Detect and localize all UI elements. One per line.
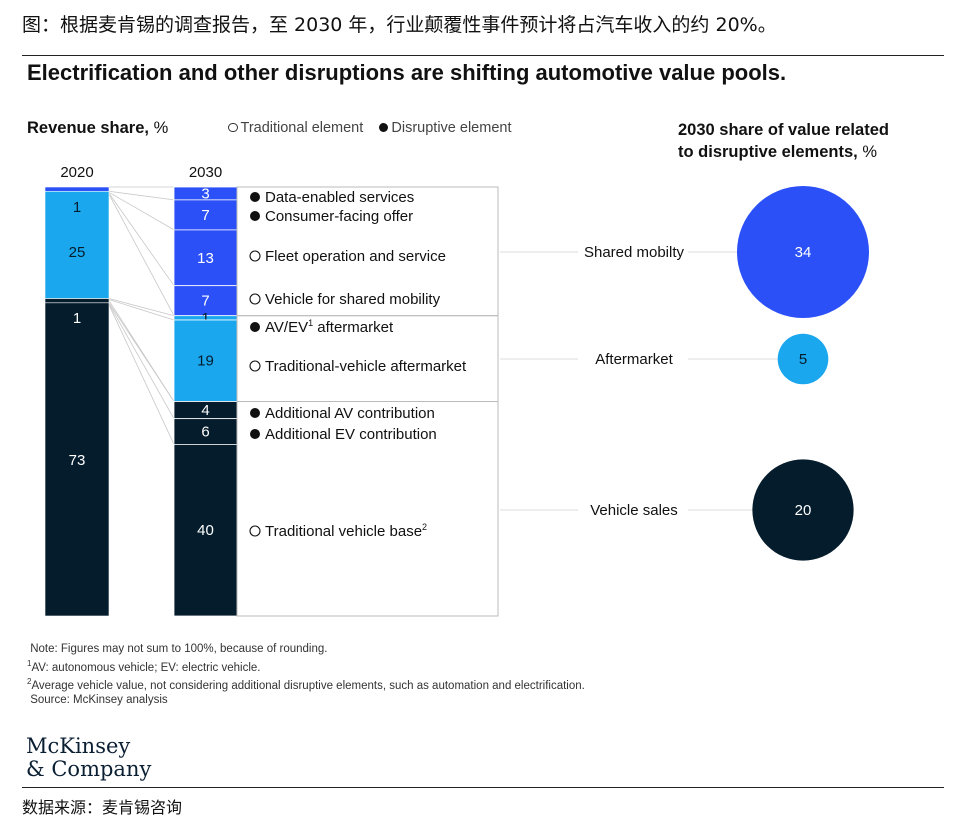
filled-circle-icon <box>250 211 260 221</box>
bar-2030-label: 1 <box>201 310 209 327</box>
chart-legend: Traditional element Disruptive element <box>228 120 511 136</box>
top-divider <box>22 55 944 56</box>
brand-line1: McKinsey <box>26 734 131 758</box>
note-1: AV: autonomous vehicle; EV: electric veh… <box>31 661 261 674</box>
bar-2020-segment <box>44 186 110 192</box>
bar-2020-label: 25 <box>69 244 86 261</box>
figure-caption: 图：根据麦肯锡的调查报告，至 2030 年，行业颠覆性事件预计将占汽车收入的约 … <box>22 14 777 36</box>
bar-2030-segment <box>173 443 238 617</box>
legend-disruptive: Disruptive element <box>391 120 512 136</box>
note-rounding: Note: Figures may not sum to 100%, becau… <box>30 643 328 655</box>
data-source: 数据来源：麦肯锡咨询 <box>22 798 183 817</box>
segment-name-label: Additional EV contribution <box>265 426 437 443</box>
bar-2030-label: 13 <box>197 250 214 267</box>
bubble-aftermarket <box>777 333 829 385</box>
filled-circle-icon <box>250 192 260 202</box>
note-2-mark: 2 <box>27 676 32 686</box>
connector-line <box>108 194 175 316</box>
segment-name-label: AV/EV1 aftermarket <box>265 318 394 336</box>
bubble-value-label: 5 <box>799 351 807 368</box>
bar-2030-label: 7 <box>201 293 209 310</box>
legend-traditional: Traditional element <box>240 120 364 136</box>
bar-2030-segment <box>173 319 238 402</box>
share-2030-title: 2030 share of value related to disruptiv… <box>678 119 889 163</box>
filled-circle-icon <box>250 408 260 418</box>
segment-name-label: Fleet operation and service <box>265 248 446 265</box>
bottom-divider <box>22 787 944 788</box>
connector-line <box>108 298 175 317</box>
bar-2020-segment <box>44 298 110 304</box>
year-label-2030: 2030 <box>189 164 222 181</box>
open-circle-icon <box>249 250 261 262</box>
segment-name-label: Traditional vehicle base2 <box>265 522 427 540</box>
bubble-category-label: Aftermarket <box>595 351 673 368</box>
note-1-mark: 1 <box>27 658 32 668</box>
bar-2030-label: 6 <box>201 424 209 441</box>
revenue-share-unit: % <box>153 119 169 137</box>
note-2: Average vehicle value, not considering a… <box>31 679 585 692</box>
open-circle-icon <box>249 360 261 372</box>
connector-line <box>108 303 175 419</box>
bubble-category-label: Vehicle sales <box>590 502 678 519</box>
bar-2030-segment <box>173 199 238 231</box>
bubble-value-label: 20 <box>795 502 812 519</box>
share-title-unit: % <box>862 143 877 161</box>
bubble-category-label: Shared mobilty <box>584 244 685 261</box>
footnotes: Note: Figures may not sum to 100%, becau… <box>27 642 585 708</box>
bar-2030-label: 4 <box>201 402 209 419</box>
open-circle-icon <box>228 122 238 132</box>
connector-line <box>108 302 175 402</box>
segment-name-label: Consumer-facing offer <box>265 208 413 225</box>
bubble-shared-mobility <box>737 186 869 318</box>
connector-line <box>108 299 175 321</box>
bar-2030-label: 40 <box>197 522 214 539</box>
segment-name-label: Additional AV contribution <box>265 405 435 422</box>
bar-2020-segment <box>44 190 110 299</box>
revenue-share-title: Revenue share, % <box>27 119 168 138</box>
connector-line <box>108 190 175 201</box>
bar-2020-label: 73 <box>69 452 86 469</box>
chart-headline: Electrification and other disruptions ar… <box>27 60 787 85</box>
connector-line <box>108 191 175 231</box>
filled-circle-icon <box>250 429 260 439</box>
bar-2020-label: 1 <box>73 310 81 327</box>
filled-circle-icon <box>250 322 260 332</box>
connector-line <box>108 304 175 445</box>
open-circle-icon <box>249 525 261 537</box>
year-label-2020: 2020 <box>60 164 93 181</box>
bar-2020-segment <box>44 302 110 617</box>
bar-2030-label: 3 <box>201 185 209 202</box>
mckinsey-logo: McKinsey & Company <box>26 735 151 781</box>
segment-name-label: Data-enabled services <box>265 189 414 206</box>
share-title-line1: 2030 share of value related <box>678 121 889 139</box>
note-source: Source: McKinsey analysis <box>30 694 168 707</box>
bar-2030-segment <box>173 229 238 287</box>
bar-2030-segment <box>173 285 238 317</box>
brand-line2: & Company <box>26 757 152 781</box>
bar-2030-label: 19 <box>197 353 214 370</box>
bar-2020-label: 1 <box>73 199 81 216</box>
segment-name-label: Vehicle for shared mobility <box>265 291 441 308</box>
revenue-share-title-text: Revenue share, <box>27 119 149 137</box>
filled-circle-icon <box>379 123 389 132</box>
bubble-vehicle-sales <box>752 459 854 561</box>
bubble-value-label: 34 <box>795 244 812 261</box>
group-box-vehicle-sales <box>236 401 499 617</box>
connector-line <box>108 193 175 286</box>
share-title-line2: to disruptive elements, <box>678 143 858 161</box>
open-circle-icon <box>249 293 261 305</box>
segment-name-label: Traditional-vehicle aftermarket <box>265 358 467 375</box>
bar-2030-label: 7 <box>201 207 209 224</box>
